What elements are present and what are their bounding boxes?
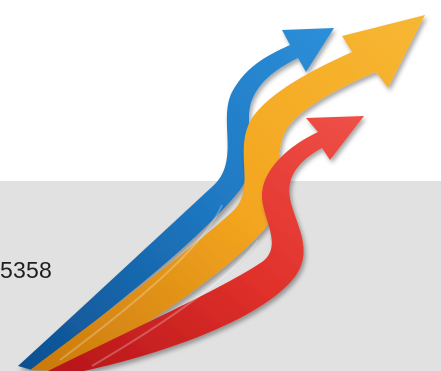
swooping-arrows-logo — [0, 0, 441, 371]
